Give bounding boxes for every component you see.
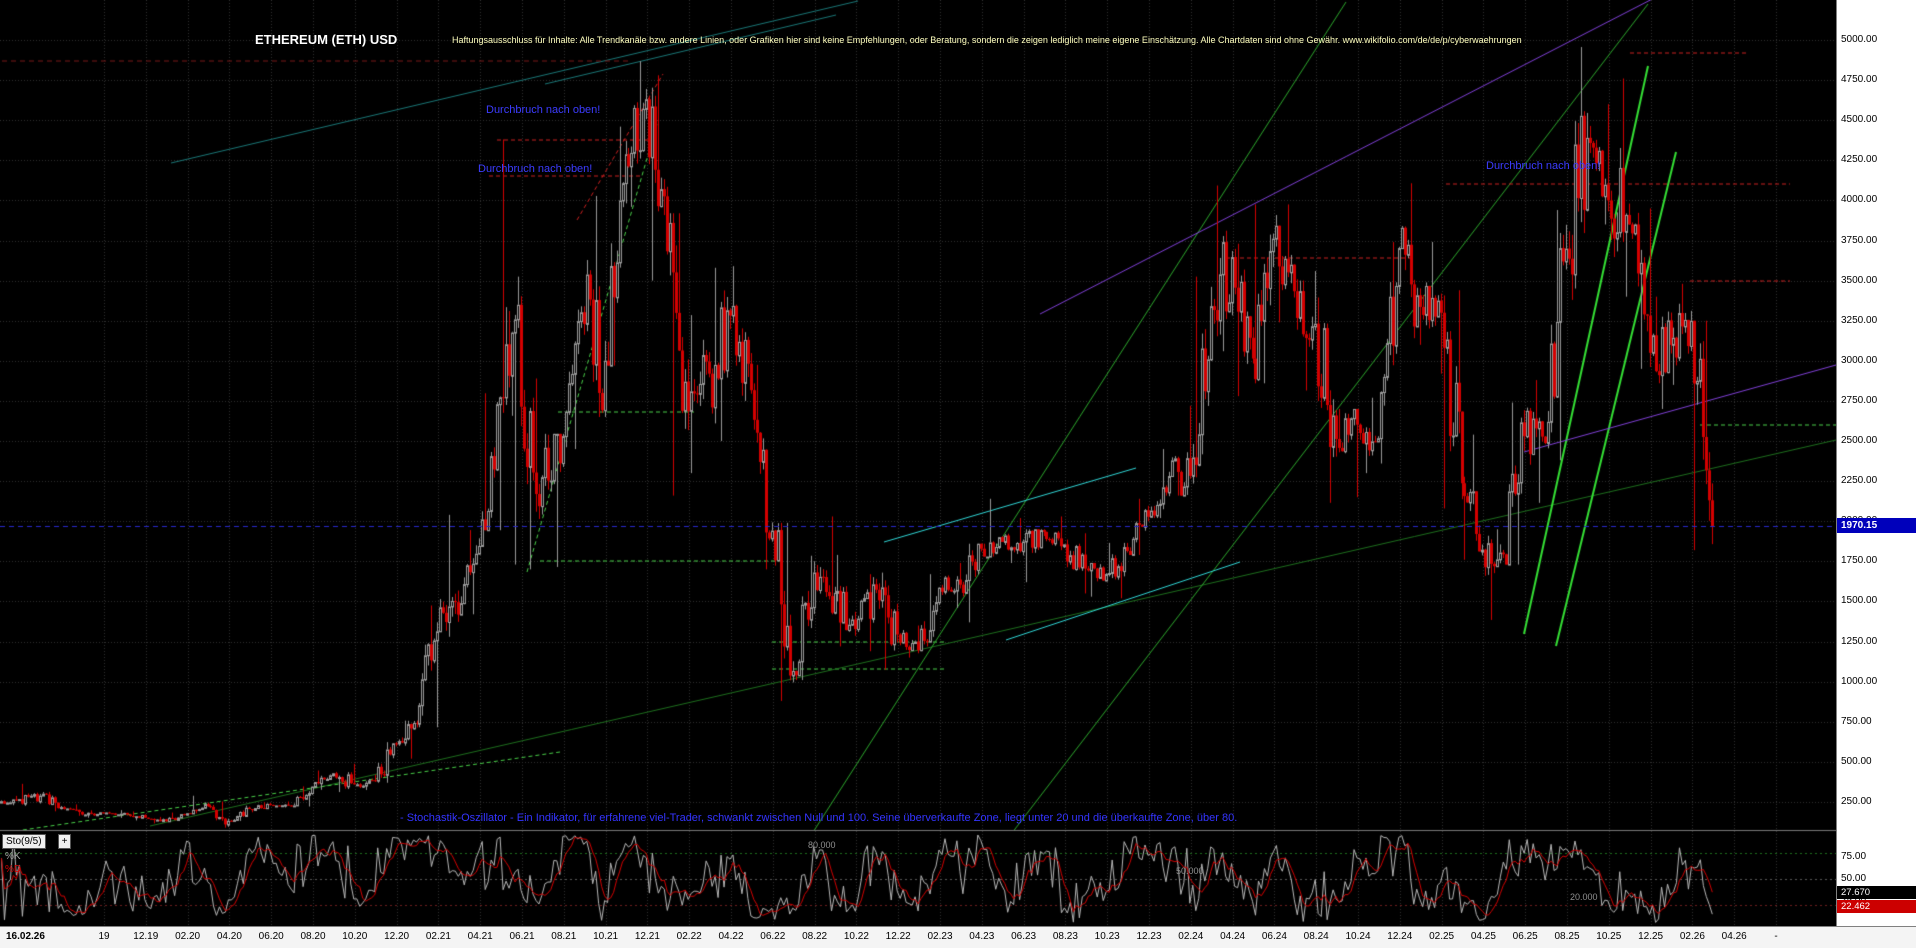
price-axis-label: 2250.00 [1841,475,1878,487]
date-axis-label: 10.25 [1596,931,1622,942]
date-axis-label: 10.21 [593,931,619,942]
d-line-legend: %D [5,864,22,875]
date-axis-label: 12.19 [133,931,159,942]
date-axis-label: 06.22 [760,931,786,942]
date-axis-label: 12.25 [1638,931,1664,942]
date-axis-label: 08.24 [1303,931,1329,942]
price-axis-label: 1000.00 [1841,675,1878,687]
date-axis-label: 06.24 [1261,931,1287,942]
date-axis-label: 10.22 [843,931,869,942]
price-axis-label: 500.00 [1841,755,1872,767]
breakout-annotation: Durchbruch nach oben! [1486,160,1601,172]
date-axis-label: 08.20 [300,931,326,942]
date-axis-label: - [1774,931,1778,942]
price-axis-label: 4000.00 [1841,194,1878,206]
stochastic-d-value-badge: 22.462 [1837,900,1916,913]
date-axis-label: 10.20 [342,931,368,942]
date-axis-label: 06.20 [258,931,284,942]
date-axis-strip [0,926,1916,948]
date-axis-label: 04.21 [467,931,493,942]
price-axis-label: 250.00 [1841,796,1872,807]
price-axis-label: 4500.00 [1841,114,1878,126]
oscillator-level-label: 50.000 [1176,866,1204,876]
stochastic-description: - Stochastik-Oszillator - Ein Indikator,… [400,812,1238,824]
date-axis-label: 12.21 [634,931,660,942]
date-axis-label: 06.23 [1011,931,1037,942]
price-axis-label: 2750.00 [1841,394,1878,406]
price-axis-label: 3250.00 [1841,314,1878,326]
date-axis-label: 04.20 [216,931,242,942]
date-axis-label: 06.21 [509,931,535,942]
date-axis-label: 02.21 [425,931,451,942]
date-axis-label: 19 [98,931,110,942]
date-axis-label: 12.23 [1136,931,1162,942]
breakout-annotation: Durchbruch nach oben! [478,163,593,175]
date-axis-label: 06.25 [1512,931,1538,942]
date-axis-label: 04.22 [718,931,744,942]
date-axis-label: 10.24 [1345,931,1371,942]
price-axis-label: 3750.00 [1841,234,1878,246]
price-axis-label: 3000.00 [1841,354,1878,366]
chart-title: ETHEREUM (ETH) USD [255,32,398,47]
date-axis-label: 02.23 [927,931,953,942]
price-axis-label: 750.00 [1841,715,1872,727]
price-axis-label: 4250.00 [1841,154,1878,166]
oscillator-axis-label: 50.00 [1841,873,1867,884]
price-axis-label: 1750.00 [1841,555,1878,567]
date-axis-label: 02.26 [1679,931,1705,942]
date-axis-label: 02.25 [1429,931,1455,942]
date-axis-label: 04.24 [1220,931,1246,942]
date-axis-label: 10.23 [1094,931,1120,942]
price-axis-label: 2500.00 [1841,435,1878,447]
date-axis-label: 04.25 [1470,931,1496,942]
date-axis-label: 04.26 [1721,931,1747,942]
disclaimer-text: Haftungsausschluss für Inhalte: Alle Tre… [452,35,1522,45]
oscillator-level-label: 80.000 [808,839,836,850]
price-axis-label: 5000.00 [1841,34,1878,45]
price-axis-label: 4750.00 [1841,74,1878,86]
indicator-expand-button[interactable]: + [58,834,71,849]
date-axis-label: 12.22 [885,931,911,942]
date-axis-label: 08.21 [551,931,577,942]
price-axis-label: 1500.00 [1841,595,1878,607]
price-axis-gutter [1836,0,1916,926]
date-axis-label: 02.20 [175,931,201,942]
k-line-legend: %K [5,851,21,862]
date-axis-label: 12.24 [1387,931,1413,942]
price-axis-label: 3500.00 [1841,274,1878,286]
date-axis-label: 16.02.26 [6,931,45,942]
date-axis-label: 12.20 [384,931,410,942]
date-axis-label: 02.22 [676,931,702,942]
indicator-settings-label[interactable]: Sto(9/5) [2,834,46,849]
date-axis-label: 08.25 [1554,931,1580,942]
price-axis-label: 1250.00 [1841,635,1878,647]
oscillator-level-label: 20.000 [1570,892,1598,903]
date-axis-label: 04.23 [969,931,995,942]
stochastic-k-value-badge: 27.670 [1837,886,1916,899]
date-axis-label: 08.23 [1052,931,1078,942]
breakout-annotation: Durchbruch nach oben! [486,104,601,116]
date-axis-label: 08.22 [802,931,828,942]
date-axis-label: 02.24 [1178,931,1204,942]
current-price-badge: 1970.15 [1837,518,1916,534]
oscillator-axis-label: 75.00 [1841,851,1867,862]
